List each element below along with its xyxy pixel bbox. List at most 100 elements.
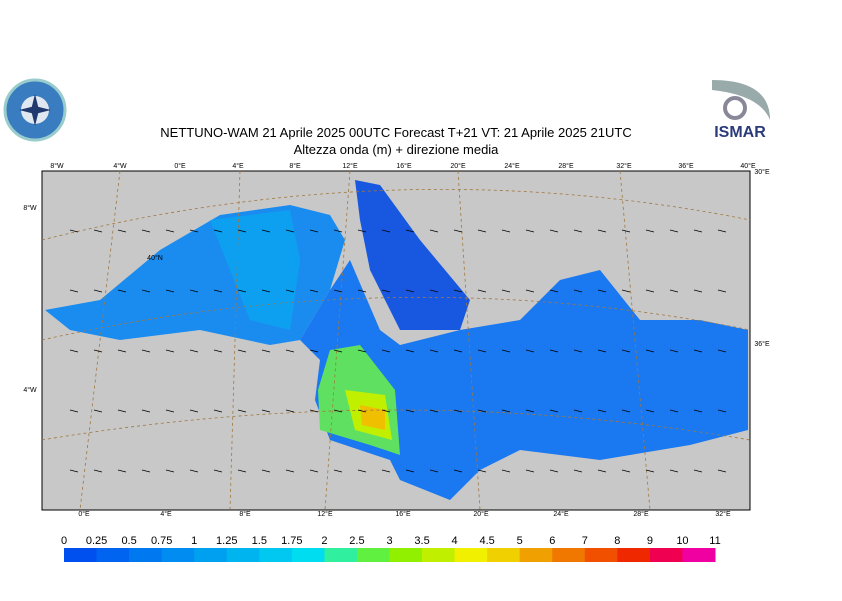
direction-arrow	[405, 469, 415, 473]
direction-arrow	[189, 469, 199, 473]
colorbar-label: 2	[321, 535, 327, 547]
colorbar-swatch	[454, 548, 488, 562]
direction-arrow	[501, 289, 511, 293]
direction-arrow	[669, 229, 679, 233]
direction-arrow	[549, 289, 559, 293]
colorbar-swatch	[584, 548, 618, 562]
direction-arrow	[597, 469, 607, 473]
colorbar-label: 6	[549, 535, 555, 547]
direction-arrow	[597, 289, 607, 293]
graticule-label: 28°E	[633, 510, 649, 518]
graticule-label: 8°E	[239, 510, 251, 518]
direction-arrow	[261, 409, 271, 413]
graticule-label: 24°E	[504, 162, 520, 170]
direction-arrow	[141, 289, 151, 293]
colorbar-label: 1.75	[281, 535, 302, 547]
colorbar-swatch	[96, 548, 130, 562]
direction-arrow	[381, 349, 391, 353]
colorbar-swatch	[519, 548, 553, 562]
graticule-label: 30°E	[754, 168, 770, 176]
colorbar-label: 10	[676, 535, 688, 547]
direction-arrow	[669, 469, 679, 473]
colorbar-swatch	[487, 548, 521, 562]
direction-arrow	[285, 229, 295, 233]
colorbar-swatch	[291, 548, 325, 562]
direction-arrow	[357, 229, 367, 233]
direction-arrow	[333, 289, 343, 293]
colorbar-label: 5	[517, 535, 523, 547]
direction-arrow	[117, 349, 127, 353]
direction-arrow	[213, 289, 223, 293]
colorbar-label: 1.5	[252, 535, 267, 547]
direction-arrow	[525, 229, 535, 233]
direction-arrow	[285, 469, 295, 473]
direction-arrow	[453, 469, 463, 473]
direction-arrow	[549, 469, 559, 473]
colorbar-label: 0.5	[121, 535, 136, 547]
graticule-label: 12°E	[342, 162, 358, 170]
colorbar-swatch	[194, 548, 228, 562]
direction-arrow	[717, 469, 727, 473]
direction-arrow	[165, 349, 175, 353]
graticule-label: 20°E	[450, 162, 466, 170]
direction-arrow	[717, 409, 727, 413]
direction-arrow	[693, 349, 703, 353]
direction-arrow	[237, 229, 247, 233]
colorbar-label: 7	[582, 535, 588, 547]
direction-arrow	[357, 289, 367, 293]
colorbar-label: 0	[61, 535, 67, 547]
direction-arrow	[501, 469, 511, 473]
colorbar-label: 1	[191, 535, 197, 547]
colorbar-label: 11	[709, 535, 720, 547]
direction-arrow	[693, 409, 703, 413]
direction-arrow	[429, 349, 439, 353]
direction-arrow	[669, 409, 679, 413]
direction-arrow	[621, 409, 631, 413]
direction-arrow	[141, 349, 151, 353]
colorbar-swatch	[422, 548, 456, 562]
colorbar-swatch	[552, 548, 586, 562]
direction-arrow	[525, 469, 535, 473]
direction-arrow	[525, 349, 535, 353]
direction-arrow	[429, 229, 439, 233]
direction-arrow	[261, 289, 271, 293]
direction-arrow	[573, 469, 583, 473]
colorbar-swatch	[161, 548, 195, 562]
direction-arrow	[69, 409, 79, 413]
direction-arrow	[93, 349, 103, 353]
direction-arrow	[237, 469, 247, 473]
graticule-label: 4°W	[23, 386, 37, 394]
direction-arrow	[429, 409, 439, 413]
graticule-label: 36°E	[754, 340, 770, 348]
colorbar-label: 1.25	[216, 535, 237, 547]
colorbar-label: 4	[452, 535, 458, 547]
direction-arrow	[573, 349, 583, 353]
direction-arrow	[645, 349, 655, 353]
graticule-label: 4°W	[113, 162, 127, 170]
direction-arrow	[357, 469, 367, 473]
direction-arrow	[213, 469, 223, 473]
direction-arrow	[549, 229, 559, 233]
direction-arrow	[621, 289, 631, 293]
colorbar-swatch	[259, 548, 293, 562]
colorbar-swatch	[389, 548, 423, 562]
direction-arrow	[69, 289, 79, 293]
direction-arrow	[405, 409, 415, 413]
direction-arrow	[333, 469, 343, 473]
graticule-label: 40°N	[147, 254, 163, 262]
direction-arrow	[261, 349, 271, 353]
graticule-label: 24°E	[553, 510, 569, 518]
direction-arrow	[117, 289, 127, 293]
direction-arrow	[453, 349, 463, 353]
graticule: 8°W 4°W 0°E 4°E 8°E 12°E 16°E 20°E 24°E 28°E 32°E 3…	[23, 162, 770, 518]
direction-arrow	[477, 469, 487, 473]
direction-arrow	[573, 409, 583, 413]
direction-arrow	[165, 229, 175, 233]
direction-arrow	[165, 409, 175, 413]
direction-arrow	[213, 229, 223, 233]
colorbar-label: 9	[647, 535, 653, 547]
colorbar-label: 3.5	[414, 535, 429, 547]
direction-arrow	[333, 349, 343, 353]
colorbar-label: 0.75	[151, 535, 172, 547]
direction-arrow	[501, 229, 511, 233]
